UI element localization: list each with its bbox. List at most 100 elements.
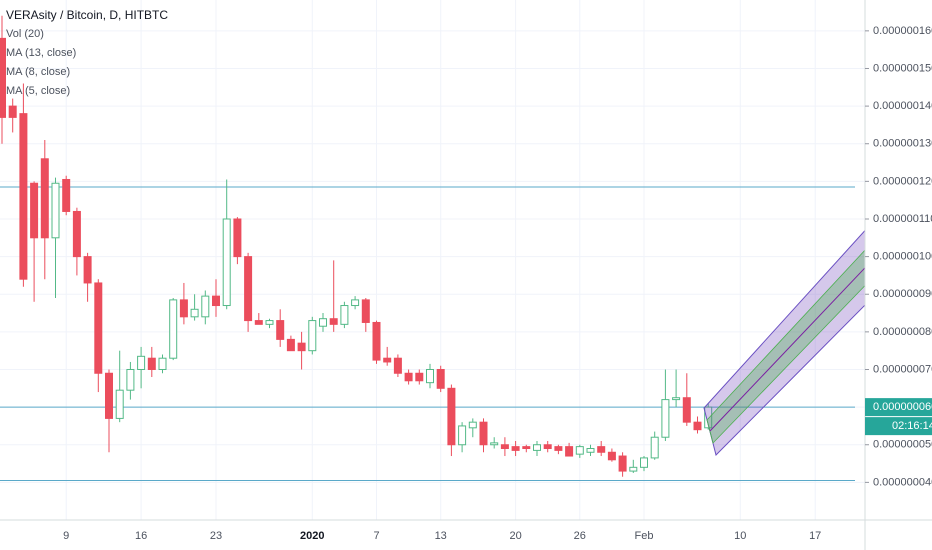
candle-body: [404, 372, 413, 382]
candle-body: [672, 397, 681, 401]
candle-body: [490, 442, 499, 446]
candle-body: [426, 368, 434, 384]
candle-body: [511, 446, 520, 451]
candle-body: [533, 444, 541, 451]
candle-body: [436, 368, 445, 389]
x-tick-label: 20: [509, 530, 521, 542]
candle-body: [147, 357, 156, 370]
y-tick-label: 0.0000001000: [873, 251, 932, 263]
candle-body: [8, 105, 17, 118]
candle-body: [522, 446, 531, 450]
legend-entry: MA (8, close): [6, 66, 70, 78]
countdown-box: [865, 417, 932, 436]
candle-body: [254, 320, 263, 325]
candle-body: [543, 444, 552, 450]
y-tick-label: 0.0000000700: [873, 363, 932, 375]
candle-body: [244, 256, 253, 322]
parallel-channel: [703, 229, 865, 456]
candle-body: [233, 218, 242, 258]
candle-body: [319, 318, 327, 327]
candle-body: [286, 338, 295, 352]
x-tick-label: 9: [63, 530, 69, 542]
candle-body: [19, 113, 28, 280]
x-tick-label: 13: [435, 530, 447, 542]
candle-body: [351, 299, 360, 307]
candle-body: [415, 372, 424, 382]
candle-body: [126, 368, 135, 391]
candle-body: [361, 299, 370, 323]
candle-body: [190, 308, 199, 318]
candles: [0, 15, 713, 477]
candle-body: [682, 397, 691, 423]
candle-body: [618, 455, 627, 472]
channel-inner: [706, 249, 865, 444]
x-tick-label: 7: [373, 530, 379, 542]
candle-body: [179, 299, 188, 318]
y-tick-label: 0.0000001100: [873, 213, 932, 225]
grid: [0, 0, 865, 520]
candle-body: [0, 37, 6, 118]
candle-body: [201, 295, 210, 318]
candle-body: [62, 178, 71, 212]
x-tick-label: 2020: [300, 530, 324, 542]
candle-body: [629, 466, 638, 472]
candle-body: [383, 357, 392, 363]
y-tick-label: 0.0000000400: [873, 476, 932, 488]
legend: VERAsity / Bitcoin, D, HITBTC Vol (20) M…: [6, 8, 168, 97]
candle-body: [340, 305, 349, 325]
candle-body: [554, 446, 563, 451]
candle-body: [586, 448, 595, 453]
candle-body: [372, 321, 381, 361]
candle-body: [72, 210, 81, 258]
candle-body: [500, 444, 509, 450]
candle-body: [479, 421, 488, 446]
y-tick-label: 0.0000000800: [873, 326, 932, 338]
legend-entry: MA (13, close): [6, 47, 76, 59]
legend-entry: Vol (20): [6, 28, 44, 40]
candle-body: [650, 436, 659, 459]
candle-body: [607, 451, 616, 461]
y-tick-label: 0.0000001400: [873, 100, 932, 112]
candle-body: [83, 256, 92, 284]
y-tick-label: 0.0000001200: [873, 175, 932, 187]
y-tick-label: 0.0000000900: [873, 288, 932, 300]
candle-body: [94, 282, 103, 374]
candle-body: [308, 320, 317, 352]
candle-body: [30, 182, 39, 239]
candle-body: [169, 299, 178, 359]
candle-body: [693, 421, 702, 431]
candle-body: [704, 406, 713, 429]
candle-body: [329, 318, 338, 325]
chart-title: VERAsity / Bitcoin, D, HITBTC: [6, 8, 168, 22]
x-tick-label: 10: [734, 530, 746, 542]
x-tick-label: 23: [210, 530, 222, 542]
candle-body: [468, 421, 477, 429]
candle-body: [640, 457, 648, 468]
candle-body: [158, 357, 167, 370]
x-tick-label: 26: [574, 530, 586, 542]
candle-body: [575, 446, 584, 455]
axes: 0.0000000400 0.0000000500 0.0000000600 0.00…: [63, 25, 932, 542]
candle-body: [597, 446, 606, 453]
y-tick-label: 0.0000001600: [873, 25, 932, 37]
candle-body: [212, 295, 220, 307]
y-tick-label: 0.0000001300: [873, 138, 932, 150]
candle-body: [40, 158, 49, 239]
candle-body: [137, 355, 146, 370]
candle-body: [222, 218, 231, 307]
last-price-label: 0.0000000600: [873, 401, 932, 413]
candle-body: [565, 446, 574, 457]
x-tick-label: Feb: [635, 530, 654, 542]
candle-body: [105, 372, 113, 419]
candle-body: [265, 320, 274, 325]
candle-body: [115, 389, 124, 419]
x-tick-label: 17: [809, 530, 821, 542]
y-tick-label: 0.0000000500: [873, 439, 932, 451]
candle-body: [297, 342, 306, 352]
channel-median: [709, 267, 865, 432]
last-price-box: [865, 398, 932, 417]
candle-body: [51, 182, 60, 239]
